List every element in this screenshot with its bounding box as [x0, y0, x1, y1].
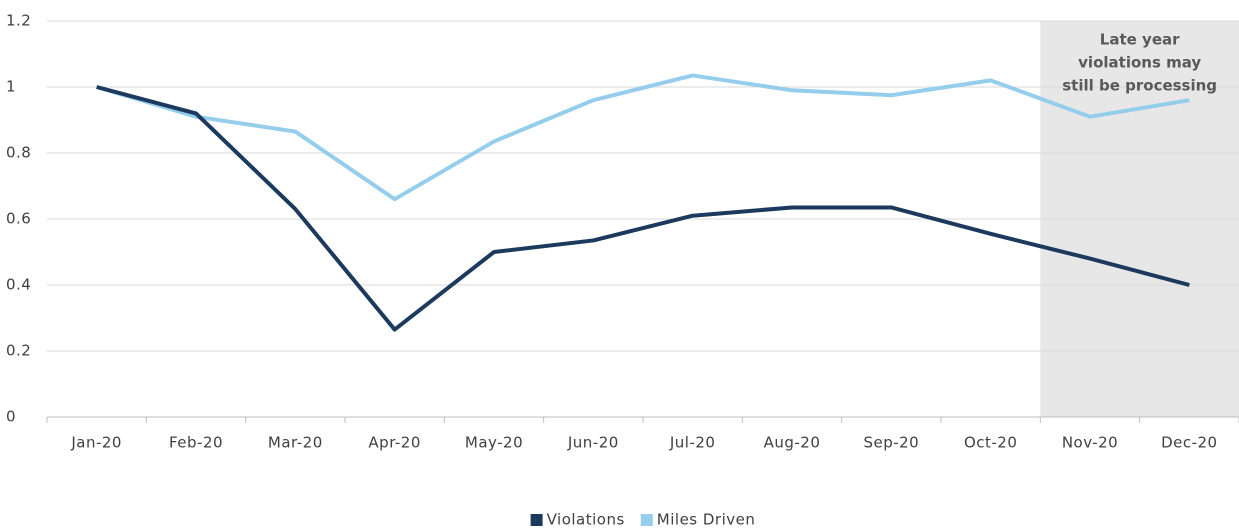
y-tick-label: 0.8	[6, 144, 31, 162]
y-tick-label: 1	[6, 78, 16, 96]
x-tick-label: May-20	[465, 434, 523, 452]
annotation: Late year	[1100, 31, 1180, 49]
annotation: violations may	[1078, 54, 1201, 72]
y-tick-label: 0	[6, 408, 16, 426]
x-tick-label: Jun-20	[567, 434, 619, 452]
x-tick-label: Mar-20	[268, 434, 323, 452]
x-tick-label: Aug-20	[764, 434, 821, 452]
y-tick-label: 0.6	[6, 210, 31, 228]
x-tick-label: Feb-20	[169, 434, 223, 452]
x-tick-label: Jul-20	[669, 434, 716, 452]
legend: Violations Miles Driven	[530, 511, 756, 529]
x-tick-label: Sep-20	[863, 434, 919, 452]
x-tick-label: Jan-20	[70, 434, 122, 452]
legend-swatch	[640, 514, 653, 526]
x-tick-label: Oct-20	[964, 434, 1017, 452]
annotation: still be processing	[1062, 77, 1217, 95]
y-tick-label: 0.2	[6, 342, 31, 360]
legend-swatch	[530, 514, 543, 526]
legend-label: Violations	[547, 511, 625, 529]
y-tick-label: 1.2	[6, 12, 31, 30]
x-tick-label: Nov-20	[1062, 434, 1118, 452]
x-tick-label: Apr-20	[368, 434, 421, 452]
x-tick-label: Dec-20	[1161, 434, 1218, 452]
y-tick-label: 0.4	[6, 276, 31, 294]
legend-label: Miles Driven	[657, 511, 756, 529]
series-line	[96, 73, 1190, 202]
series-line	[96, 85, 1190, 332]
